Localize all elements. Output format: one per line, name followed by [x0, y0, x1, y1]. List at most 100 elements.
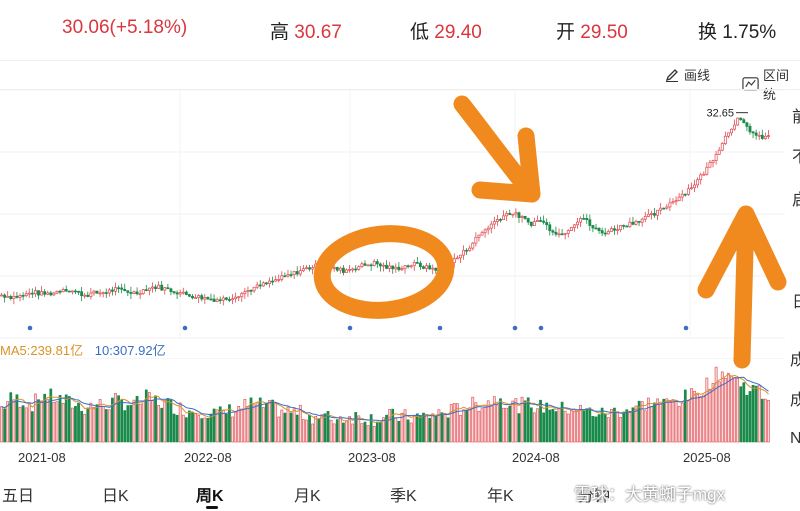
volume-bar [539, 399, 542, 443]
candle-body [455, 257, 459, 260]
tab-daily[interactable]: 日K [102, 488, 129, 505]
candle-body [200, 295, 204, 300]
volume-bar [443, 414, 447, 443]
candle-body [258, 284, 262, 287]
candle-body [175, 292, 179, 295]
candle-body [576, 221, 579, 226]
volume-bar [249, 397, 253, 443]
volume-bar [483, 404, 487, 443]
tab-monthly[interactable]: 月K [294, 488, 321, 505]
range-stats-button[interactable]: 区间统 [742, 65, 800, 103]
candle-body [699, 174, 703, 181]
volume-bar [126, 405, 130, 443]
volume-bar [265, 403, 268, 443]
candle-body [249, 289, 253, 292]
tab-weekly[interactable]: 周K [196, 488, 224, 505]
tab-minute[interactable]: 分钟 [578, 488, 611, 505]
last-price: 30.06(+5.18%) [62, 17, 188, 38]
volume-bar [314, 415, 318, 443]
candle-body [369, 264, 373, 267]
volume-bar [693, 390, 696, 443]
candle-body [428, 265, 432, 270]
volume-bar [646, 397, 650, 443]
volume-bar [459, 414, 462, 443]
volume-bar [369, 414, 373, 443]
side-label: 日 [792, 288, 800, 312]
volume-bar [240, 408, 244, 443]
candle-body [317, 263, 321, 269]
volume-bar [203, 417, 207, 443]
candle-body [151, 286, 154, 289]
tab-yearly[interactable]: 年K [487, 488, 514, 505]
volume-bar [671, 399, 675, 443]
candle-body [271, 280, 275, 283]
tab-five-day[interactable]: 五日 [2, 488, 35, 505]
volume-bar [545, 402, 549, 443]
pencil-icon [665, 68, 678, 82]
candle-body [443, 264, 447, 268]
candle-body [422, 266, 425, 269]
volume-bar [372, 426, 376, 443]
volume-bar [554, 411, 558, 443]
candle-body [757, 134, 761, 137]
candle-body [46, 292, 50, 295]
volume-bar [163, 399, 167, 443]
volume-bar [46, 399, 50, 443]
volume-bar [9, 392, 13, 443]
candle-body [659, 207, 663, 211]
volume-bar [388, 409, 391, 443]
volume-bar [730, 375, 733, 443]
volume-bar [505, 407, 509, 443]
candle-body [3, 294, 7, 298]
volume-bar [12, 399, 16, 443]
candle-body [579, 217, 583, 223]
volume-chart[interactable] [0, 358, 785, 444]
candle-body [763, 135, 767, 139]
volume-bar [468, 407, 472, 443]
volume-bar [542, 412, 545, 443]
candle-body [622, 225, 626, 227]
candle-body [760, 134, 764, 139]
volume-bar [622, 412, 626, 443]
candle-body [616, 229, 619, 231]
candle-body [67, 290, 71, 293]
candle-body [720, 143, 724, 151]
volume-bar [138, 403, 142, 443]
candle-body [163, 287, 167, 291]
turnover-value: 1.75% [722, 22, 777, 43]
turnover-label: 换 [698, 22, 718, 43]
candle-body [224, 297, 228, 300]
volume-bar [486, 400, 490, 443]
kline-chart[interactable]: 32.65 [0, 90, 785, 340]
volume-bar [391, 408, 395, 443]
volume-bar [720, 371, 724, 443]
candle-body [181, 291, 185, 294]
candle-body [277, 279, 281, 281]
candle-body [144, 289, 148, 291]
volume-bar [27, 403, 31, 443]
volume-bar [680, 402, 684, 443]
high-label: 高 [270, 22, 290, 43]
candle-body [683, 193, 687, 196]
candle-body [314, 263, 318, 269]
volume-bar [742, 382, 746, 443]
volume-bar [323, 413, 327, 443]
candle-body [406, 265, 410, 268]
volume-bar [61, 402, 65, 443]
candle-body [0, 294, 3, 297]
candle-body [459, 254, 462, 259]
tab-quarterly[interactable]: 季K [390, 488, 417, 505]
volume-bar [764, 398, 767, 443]
volume-bar [714, 366, 718, 443]
volume-bar [228, 404, 231, 443]
ma10-line [1, 376, 769, 422]
candle-body [323, 266, 327, 269]
volume-bar [557, 407, 561, 443]
draw-line-button[interactable]: 画线 [664, 65, 710, 84]
candle-body [320, 266, 324, 269]
volume-bar [496, 404, 499, 443]
candle-body [717, 149, 721, 155]
candle-body [502, 215, 506, 221]
volume-bar [656, 398, 659, 443]
volume-bar [711, 383, 715, 443]
